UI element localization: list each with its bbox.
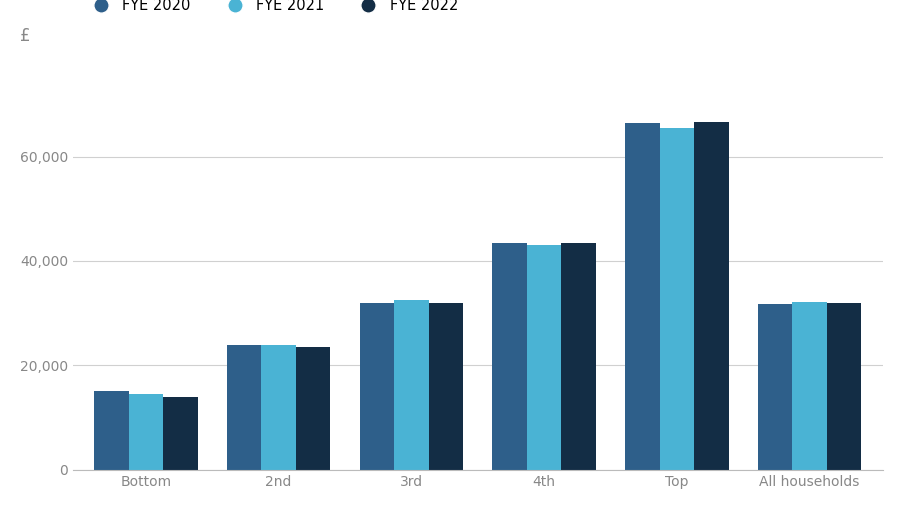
Bar (660, 128, 694, 470)
Bar (261, 345, 296, 470)
Bar (227, 345, 261, 470)
Bar (128, 394, 163, 470)
Bar (296, 347, 330, 470)
Bar (694, 122, 729, 470)
Bar (492, 243, 527, 470)
Bar (94, 391, 128, 470)
Bar (429, 303, 463, 470)
Bar (394, 300, 429, 470)
Bar (359, 303, 394, 470)
Bar (758, 304, 793, 470)
Bar (163, 397, 197, 470)
Bar (827, 303, 862, 470)
Bar (625, 123, 660, 470)
Bar (561, 243, 596, 470)
Bar (793, 302, 827, 470)
Text: £: £ (20, 27, 31, 45)
Legend: FYE 2020, FYE 2021, FYE 2022: FYE 2020, FYE 2021, FYE 2022 (80, 0, 464, 19)
Bar (527, 245, 561, 470)
